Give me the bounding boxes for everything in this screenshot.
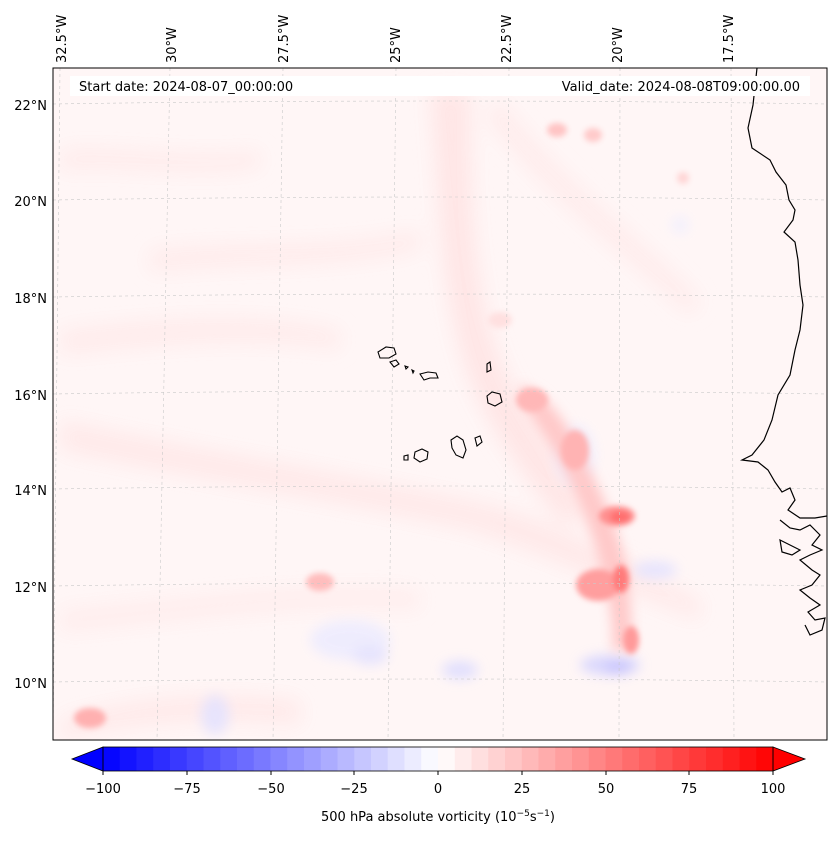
lon-label: 20°W: [611, 27, 626, 63]
lat-label: 22°N: [14, 99, 47, 114]
colorbar-tick-label: 25: [514, 782, 531, 797]
colorbar-tick-label: 75: [681, 782, 698, 797]
colorbar-segment: [337, 747, 355, 771]
lat-label: 14°N: [14, 484, 47, 499]
colorbar-segment: [555, 747, 573, 771]
start-date-label: Start date: 2024-08-07_00:00:00: [79, 80, 293, 95]
colorbar-segment: [505, 747, 523, 771]
island-sao-vicente: [389, 359, 400, 368]
colorbar-segment: [186, 747, 205, 771]
island-fogo: [413, 448, 429, 463]
colorbar-segment: [304, 747, 322, 771]
island-santo-antao: [377, 346, 397, 359]
vorticity-field: [60, 90, 700, 740]
colorbar-tick-label: 50: [598, 782, 615, 797]
colorbar-segment: [521, 747, 540, 771]
colorbar-segment: [253, 747, 272, 771]
lon-label: 22.5°W: [500, 15, 515, 63]
colorbar-segment: [706, 747, 724, 771]
island-sal: [486, 361, 492, 373]
island-sao-nicolau: [419, 371, 439, 381]
colorbar-segment: [119, 747, 138, 771]
colorbar-segment: [170, 747, 188, 771]
longitude-labels: 32.5°W 30°W 27.5°W 25°W 22.5°W 20°W 17.5…: [55, 15, 737, 63]
lat-label: 10°N: [14, 677, 47, 692]
colorbar-segment: [622, 747, 640, 771]
island-santiago: [450, 435, 467, 459]
lat-label: 12°N: [14, 581, 47, 596]
colorbar-tick-label: −25: [340, 782, 367, 797]
lon-label: 17.5°W: [722, 15, 737, 63]
lat-label: 20°N: [14, 195, 47, 210]
colorbar-segment: [270, 747, 288, 771]
lat-label: 18°N: [14, 292, 47, 307]
colorbar-segment: [404, 747, 422, 771]
latitude-labels: 22°N 20°N 18°N 16°N 14°N 12°N 10°N: [14, 99, 47, 692]
colorbar: −100 −75 −50 −25 0 25 50 75 100 500 hPa …: [70, 746, 807, 825]
lon-label: 30°W: [165, 27, 180, 63]
colorbar-segment: [689, 747, 707, 771]
colorbar-segment: [203, 747, 221, 771]
colorbar-segment: [722, 747, 741, 771]
gridlines: [53, 68, 827, 740]
colorbar-segment: [588, 747, 607, 771]
colorbar-segment: [220, 747, 238, 771]
header-box: [70, 76, 810, 96]
island-boa-vista: [486, 391, 503, 407]
africa-coastline: [739, 68, 827, 519]
island-brava: [403, 454, 409, 461]
colorbar-segment: [237, 747, 255, 771]
colorbar-segment: [488, 747, 506, 771]
colorbar-ticks: −100 −75 −50 −25 0 25 50 75 100: [85, 771, 785, 797]
colorbar-segment: [655, 747, 674, 771]
colorbar-segment: [371, 747, 389, 771]
island-maio: [474, 435, 483, 447]
colorbar-segment: [287, 747, 305, 771]
colorbar-tick-label: 0: [434, 782, 442, 797]
colorbar-label: 500 hPa absolute vorticity (10−5s−1): [321, 809, 555, 825]
colorbar-segment: [739, 747, 757, 771]
colorbar-tick-label: −100: [85, 782, 121, 797]
colorbar-segment: [639, 747, 657, 771]
colorbar-segment: [538, 747, 556, 771]
colorbar-segment: [454, 747, 473, 771]
map-frame: [52, 67, 828, 741]
lat-label: 16°N: [14, 389, 47, 404]
coastlines: [739, 68, 827, 636]
colorbar-segment: [605, 747, 623, 771]
lon-label: 25°W: [389, 27, 404, 63]
lon-label: 27.5°W: [277, 15, 292, 63]
lon-label: 32.5°W: [55, 15, 70, 63]
colorbar-segment: [103, 747, 121, 771]
map-panel: Start date: 2024-08-07_00:00:00 Valid_da…: [52, 67, 828, 741]
colorbar-segment: [572, 747, 590, 771]
colorbar-min-extend: [70, 746, 104, 772]
colorbar-segment: [136, 747, 154, 771]
colorbar-segment: [438, 747, 456, 771]
colorbar-tick-label: −50: [257, 782, 284, 797]
colorbar-segment: [387, 747, 406, 771]
colorbar-segment: [153, 747, 171, 771]
colorbar-segment: [672, 747, 690, 771]
colorbar-segments: [103, 747, 774, 771]
colorbar-max-extend: [772, 746, 807, 772]
valid-date-label: Valid_date: 2024-08-08T09:00:00.00: [562, 80, 800, 95]
cape-verde-islands: [377, 346, 503, 463]
colorbar-segment: [421, 747, 439, 771]
colorbar-segment: [471, 747, 489, 771]
colorbar-tick-label: 100: [761, 782, 786, 797]
colorbar-tick-label: −75: [173, 782, 200, 797]
colorbar-segment: [320, 747, 339, 771]
colorbar-segment: [756, 747, 774, 771]
colorbar-segment: [354, 747, 372, 771]
